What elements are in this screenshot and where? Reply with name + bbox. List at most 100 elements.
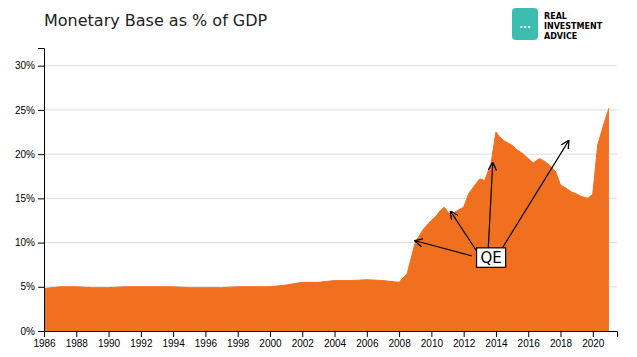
tick-mark <box>173 331 174 337</box>
tick-mark <box>38 110 44 111</box>
tick: 1996 <box>195 331 218 349</box>
tick-mark <box>38 287 44 288</box>
tick-mark <box>431 331 432 337</box>
tick-label: 2004 <box>324 338 347 349</box>
tick-mark <box>464 331 465 337</box>
tick: 5% <box>21 281 44 292</box>
tick-label: 5% <box>21 281 36 292</box>
logo-text: REAL <box>544 12 567 21</box>
tick-mark <box>302 331 303 337</box>
tick: 2016 <box>518 331 541 349</box>
tick-mark <box>38 243 44 244</box>
tick: 2008 <box>388 331 411 349</box>
tick-label: 1994 <box>163 338 186 349</box>
grid-line <box>44 154 617 155</box>
tick: 0% <box>21 326 44 337</box>
grid-line <box>44 65 617 66</box>
axis-line <box>45 332 618 338</box>
title: Monetary Base as % of GDP <box>44 11 268 30</box>
axis-line <box>38 49 45 332</box>
tick: 25% <box>15 105 44 116</box>
tick-label: 2012 <box>453 338 476 349</box>
arrow <box>499 141 568 253</box>
tick-mark <box>141 331 142 337</box>
tick-mark <box>38 66 44 67</box>
annotation-box <box>477 248 506 267</box>
line <box>44 108 609 288</box>
tick-label: 1986 <box>33 338 56 349</box>
y-axis: 0% 5% 10% 15% 20% 25% 30% <box>15 49 45 337</box>
tick-mark <box>109 331 110 337</box>
tick: 1992 <box>130 331 153 349</box>
marks <box>44 108 609 331</box>
tick-mark <box>335 331 336 337</box>
tick-label: 2010 <box>421 338 444 349</box>
tick: 1988 <box>66 331 89 349</box>
tick: 1986 <box>33 331 56 349</box>
tick-label: 1996 <box>195 338 218 349</box>
tick-mark <box>399 331 400 337</box>
tick-label: 2008 <box>388 338 411 349</box>
tick-mark <box>593 331 594 337</box>
tick: 1994 <box>163 331 186 349</box>
tick-label: 2006 <box>356 338 379 349</box>
tick-label: 2000 <box>259 338 282 349</box>
arrow <box>488 163 493 256</box>
tick-label: 1988 <box>66 338 89 349</box>
tick-label: 25% <box>15 105 35 116</box>
tick-mark <box>205 331 206 337</box>
grid <box>44 66 617 331</box>
grid-line <box>44 109 617 110</box>
tick: 2006 <box>356 331 379 349</box>
plot: 1986 1988 1990 1992 1994 1996 1998 2000 2002 2004… <box>15 49 618 350</box>
tick: 2020 <box>582 331 605 349</box>
tick: 20% <box>15 149 44 160</box>
tick-label: 2018 <box>550 338 573 349</box>
tick: 2014 <box>485 331 508 349</box>
tick-label: 10% <box>15 237 35 248</box>
tick: 2012 <box>453 331 476 349</box>
tick-label: 15% <box>15 193 35 204</box>
annotation-text: QE <box>480 249 501 267</box>
tick-mark <box>367 331 368 337</box>
tick-mark <box>38 154 44 155</box>
tick: 1998 <box>227 331 250 349</box>
tick-label: 1990 <box>98 338 121 349</box>
chart: 1986 1988 1990 1992 1994 1996 1998 2000 2002 2004… <box>0 0 637 357</box>
logo-shield <box>512 8 538 40</box>
logo: ... REALINVESTMENTADVICE <box>512 8 603 41</box>
tick-mark <box>76 331 77 337</box>
tick: 2000 <box>259 331 282 349</box>
tick-label: 2020 <box>582 338 605 349</box>
x-axis: 1986 1988 1990 1992 1994 1996 1998 2000 2002 2004… <box>33 331 617 349</box>
tick-label: 1992 <box>130 338 153 349</box>
tick: 2010 <box>421 331 444 349</box>
tick-label: 2002 <box>292 338 315 349</box>
tick-mark <box>38 331 44 332</box>
tick-label: 0% <box>21 326 36 337</box>
tick: 15% <box>15 193 44 204</box>
area <box>44 108 609 331</box>
tick-mark <box>238 331 239 337</box>
tick: 10% <box>15 237 44 248</box>
tick-label: 20% <box>15 149 35 160</box>
tick-mark <box>496 331 497 337</box>
tick-mark <box>38 198 44 199</box>
tick-mark <box>528 331 529 337</box>
tick-mark <box>561 331 562 337</box>
logo-text: ... <box>519 19 530 30</box>
tick-label: 2014 <box>485 338 508 349</box>
arrow <box>415 241 471 256</box>
tick: 2018 <box>550 331 573 349</box>
tick-label: 2016 <box>518 338 541 349</box>
tick: 30% <box>15 60 44 71</box>
logo-text: INVESTMENT <box>544 22 603 31</box>
tick: 2004 <box>324 331 347 349</box>
arrow <box>451 212 480 256</box>
tick: 1990 <box>98 331 121 349</box>
tick: 2002 <box>292 331 315 349</box>
annotation: QE <box>415 141 568 267</box>
tick-label: 1998 <box>227 338 250 349</box>
logo-text: ADVICE <box>544 32 577 41</box>
tick-label: 30% <box>15 60 35 71</box>
